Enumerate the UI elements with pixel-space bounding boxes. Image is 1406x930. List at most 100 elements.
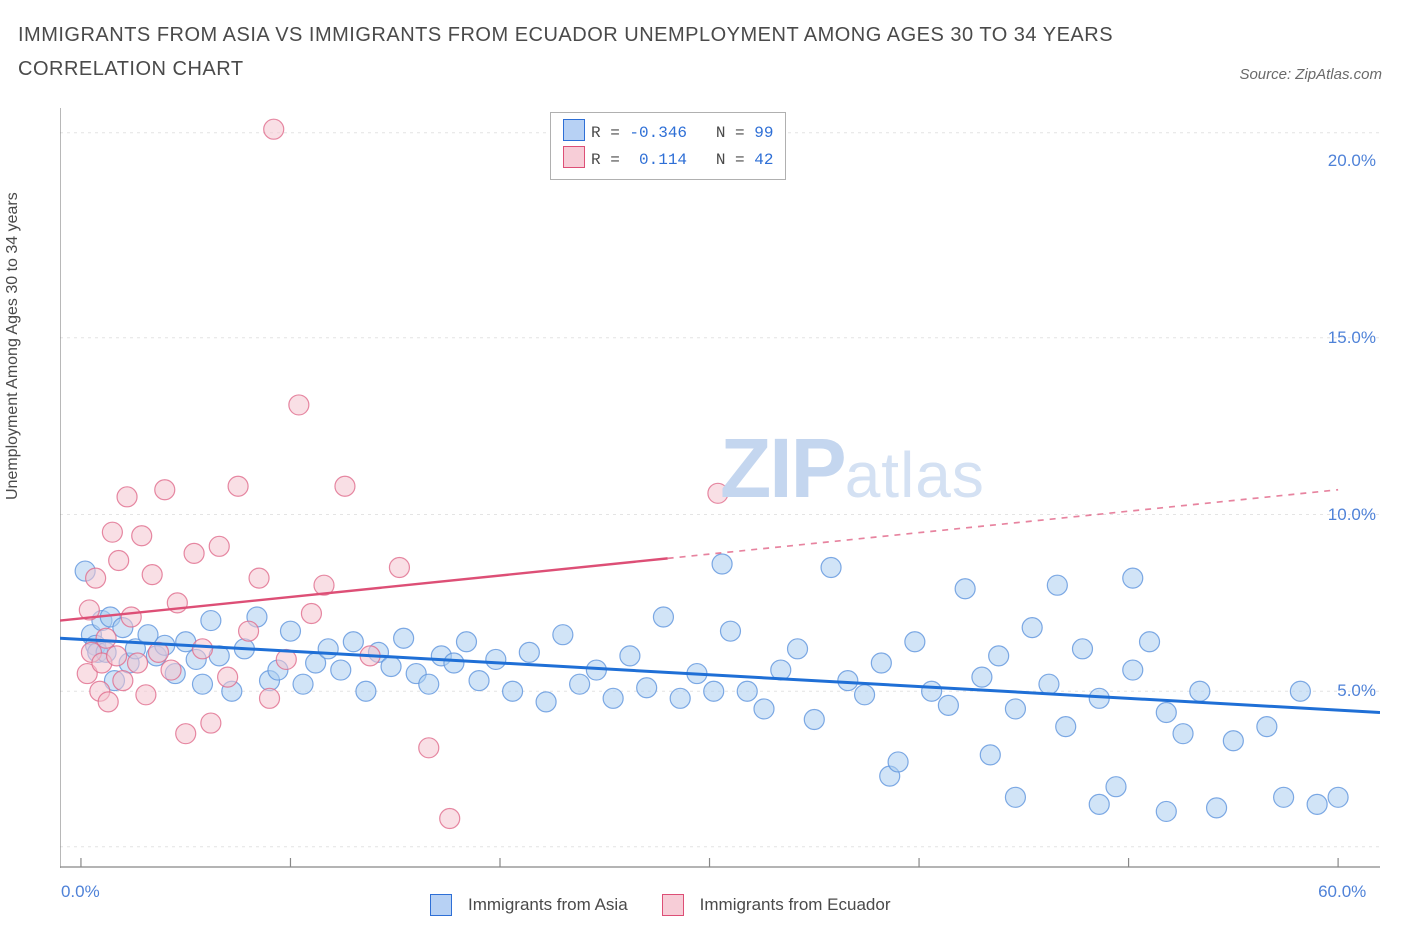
data-point-asia [637, 678, 657, 698]
data-point-ecuador [161, 660, 181, 680]
data-point-ecuador [289, 395, 309, 415]
data-point-asia [905, 632, 925, 652]
data-point-ecuador [335, 476, 355, 496]
data-point-asia [280, 621, 300, 641]
data-point-asia [1307, 794, 1327, 814]
data-point-asia [670, 688, 690, 708]
data-point-ecuador [176, 724, 196, 744]
data-point-asia [737, 681, 757, 701]
y-tick-label: 5.0% [1320, 681, 1376, 701]
data-point-asia [1156, 702, 1176, 722]
data-point-ecuador [117, 487, 137, 507]
data-point-asia [938, 695, 958, 715]
chart-title: IMMIGRANTS FROM ASIA VS IMMIGRANTS FROM … [18, 18, 1138, 86]
data-point-ecuador [440, 809, 460, 829]
data-point-ecuador [708, 483, 728, 503]
legend-swatch [563, 146, 585, 168]
y-tick-label: 20.0% [1320, 151, 1376, 171]
data-point-ecuador [301, 603, 321, 623]
data-point-ecuador [184, 543, 204, 563]
data-point-ecuador [249, 568, 269, 588]
data-point-asia [1274, 787, 1294, 807]
data-point-asia [343, 632, 363, 652]
data-point-ecuador [239, 621, 259, 641]
data-point-ecuador [132, 526, 152, 546]
data-point-asia [356, 681, 376, 701]
data-point-asia [318, 639, 338, 659]
data-point-asia [980, 745, 1000, 765]
data-point-asia [1056, 717, 1076, 737]
data-point-asia [871, 653, 891, 673]
correlation-legend: R = -0.346 N = 99R = 0.114 N = 42 [550, 112, 786, 180]
data-point-asia [1328, 787, 1348, 807]
data-point-asia [1223, 731, 1243, 751]
data-point-ecuador [142, 565, 162, 585]
data-point-asia [201, 611, 221, 631]
data-point-asia [1290, 681, 1310, 701]
data-point-asia [1022, 618, 1042, 638]
data-point-asia [1140, 632, 1160, 652]
data-point-asia [855, 685, 875, 705]
legend-row: R = 0.114 N = 42 [563, 146, 773, 173]
data-point-ecuador [264, 119, 284, 139]
data-point-asia [1005, 787, 1025, 807]
data-point-asia [1039, 674, 1059, 694]
data-point-asia [1207, 798, 1227, 818]
legend-item: Immigrants from Asia [430, 894, 628, 916]
legend-swatch [563, 119, 585, 141]
data-point-asia [955, 579, 975, 599]
data-point-asia [331, 660, 351, 680]
data-point-ecuador [109, 550, 129, 570]
data-point-asia [1072, 639, 1092, 659]
data-point-asia [1047, 575, 1067, 595]
data-point-asia [603, 688, 623, 708]
data-point-asia [570, 674, 590, 694]
data-point-asia [888, 752, 908, 772]
data-point-asia [456, 632, 476, 652]
data-point-asia [503, 681, 523, 701]
data-point-asia [1257, 717, 1277, 737]
y-axis-label: Unemployment Among Ages 30 to 34 years [4, 192, 22, 500]
data-point-asia [754, 699, 774, 719]
data-point-asia [989, 646, 1009, 666]
data-point-ecuador [98, 692, 118, 712]
data-point-asia [519, 642, 539, 662]
source-label: Source: ZipAtlas.com [1239, 66, 1382, 83]
x-tick-label: 0.0% [61, 882, 100, 902]
data-point-asia [1190, 681, 1210, 701]
legend-swatch [430, 894, 452, 916]
legend-label: Immigrants from Ecuador [700, 895, 891, 915]
data-point-ecuador [121, 607, 141, 627]
legend-item: Immigrants from Ecuador [662, 894, 891, 916]
data-point-asia [553, 625, 573, 645]
data-point-asia [293, 674, 313, 694]
data-point-asia [1005, 699, 1025, 719]
data-point-asia [972, 667, 992, 687]
data-point-asia [1123, 660, 1143, 680]
scatter-chart [60, 108, 1380, 868]
data-point-asia [486, 649, 506, 669]
data-point-ecuador [260, 688, 280, 708]
data-point-ecuador [136, 685, 156, 705]
data-point-ecuador [102, 522, 122, 542]
legend-swatch [662, 894, 684, 916]
data-point-asia [704, 681, 724, 701]
data-point-ecuador [228, 476, 248, 496]
data-point-ecuador [96, 628, 116, 648]
data-point-asia [788, 639, 808, 659]
legend-text: R = 0.114 N = 42 [591, 151, 773, 169]
trend-line-asia [60, 638, 1380, 712]
data-point-ecuador [155, 480, 175, 500]
legend-label: Immigrants from Asia [468, 895, 628, 915]
data-point-ecuador [419, 738, 439, 758]
data-point-asia [821, 558, 841, 578]
data-point-ecuador [389, 558, 409, 578]
data-point-asia [720, 621, 740, 641]
series-legend: Immigrants from Asia Immigrants from Ecua… [430, 894, 891, 916]
data-point-asia [444, 653, 464, 673]
data-point-asia [1156, 801, 1176, 821]
y-tick-label: 15.0% [1320, 328, 1376, 348]
y-tick-label: 10.0% [1320, 505, 1376, 525]
data-point-ecuador [128, 653, 148, 673]
data-point-asia [712, 554, 732, 574]
